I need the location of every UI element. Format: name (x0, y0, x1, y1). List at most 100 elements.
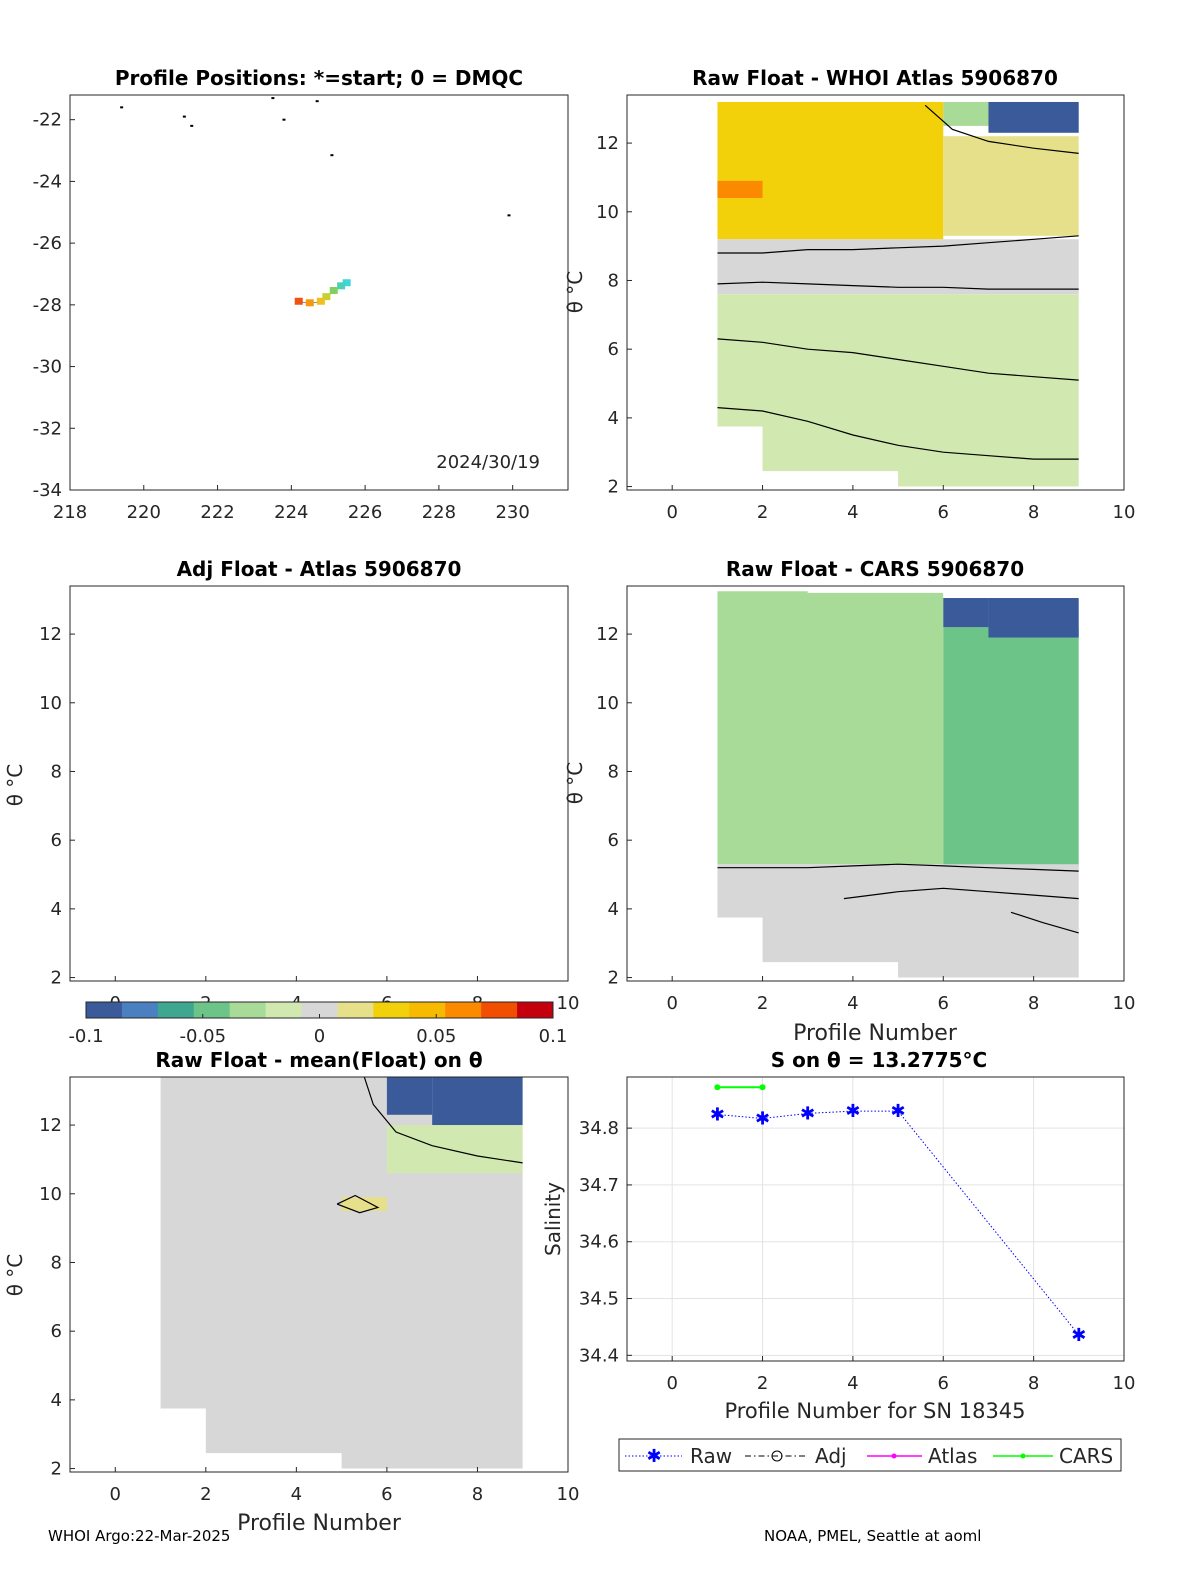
colorbar-segment (121, 1002, 159, 1018)
y-tick-label: -28 (33, 295, 62, 316)
y-tick-label: -30 (33, 357, 62, 378)
salinity-ticks: 0 2 4 6 8 10 34.4 34.5 34.6 34.7 34.8 (579, 1118, 1136, 1394)
whoi-ylabel: θ °C (563, 271, 587, 314)
y-tick-label: -32 (33, 418, 62, 439)
heatmap-band (717, 101, 944, 240)
heatmap-band (943, 598, 989, 628)
legend: ✱ Raw Adj Atlas CARS (618, 1438, 1122, 1472)
salinity-title: S on θ = 13.2775°C (771, 1048, 988, 1072)
x-tick-label: 218 (53, 502, 87, 523)
x-tick-label: 6 (938, 502, 949, 523)
footer-left: WHOI Argo:22-Mar-2025 (48, 1527, 231, 1545)
cars-axes-box (626, 585, 1125, 982)
contour-line (363, 1077, 523, 1164)
map-title: Profile Positions: *=start; 0 = DMQC (115, 66, 523, 90)
legend-adj-marker (771, 1450, 783, 1462)
colorbar-segment (517, 1002, 554, 1018)
y-tick-label: 6 (51, 830, 62, 851)
x-tick-label: 10 (557, 993, 580, 1014)
x-tick-label: 2 (200, 1484, 211, 1505)
x-tick-label: 8 (1028, 993, 1039, 1014)
salinity-plot-area: ✱ ✱ ✱ ✱ ✱ ✱ (710, 1084, 1086, 1346)
contour-line (717, 407, 1079, 460)
heatmap-band (717, 294, 1079, 487)
mean-ylabel: θ °C (3, 1254, 27, 1297)
heatmap-band (717, 239, 1079, 295)
y-tick-label: 8 (608, 761, 619, 782)
colorbar-segment (373, 1002, 410, 1018)
heatmap-band (717, 180, 763, 199)
salinity-xlabel: Profile Number for SN 18345 (724, 1399, 1025, 1423)
y-tick-label: -22 (33, 110, 62, 131)
colorbar-segment (481, 1002, 518, 1018)
x-tick-label: 0 (666, 993, 677, 1014)
raw-point: ✱ (891, 1101, 906, 1122)
x-tick-label: 230 (495, 502, 529, 523)
whoi-title: Raw Float - WHOI Atlas 5906870 (692, 66, 1058, 90)
colorbar-segment (265, 1002, 303, 1018)
colorbar-segment (337, 1002, 374, 1018)
y-tick-label: 8 (608, 270, 619, 291)
colorbar: -0.1 -0.05 0 0.05 0.1 (68, 1001, 567, 1047)
x-tick-label: 8 (472, 1484, 483, 1505)
x-tick-label: 4 (847, 1373, 858, 1394)
y-tick-label: 2 (51, 1459, 62, 1480)
x-tick-label: 224 (274, 502, 308, 523)
whoi-plot-area (717, 101, 1079, 487)
x-tick-label: 2 (757, 502, 768, 523)
series-raw-line (717, 1110, 1080, 1336)
raw-point: ✱ (1071, 1325, 1086, 1346)
y-tick-label: -26 (33, 233, 62, 254)
mean-ticks: 0 2 4 6 8 10 2 4 6 8 10 12 (39, 1115, 579, 1505)
adj-title: Adj Float - Atlas 5906870 (177, 557, 462, 581)
contour-line (717, 338, 1079, 381)
x-tick-label: 226 (348, 502, 382, 523)
y-tick-label: 6 (51, 1321, 62, 1342)
land-speck (330, 154, 334, 157)
x-tick-label: 4 (847, 502, 858, 523)
y-tick-label: 6 (608, 339, 619, 360)
x-tick-label: 10 (557, 1484, 580, 1505)
y-tick-label: 2 (608, 968, 619, 989)
profile-position-marker (305, 299, 314, 307)
legend-cars-label: CARS (1059, 1444, 1113, 1468)
land-speck (120, 106, 124, 109)
y-tick-label: 10 (39, 1184, 62, 1205)
y-tick-label: 8 (51, 1252, 62, 1273)
x-tick-label: 6 (938, 993, 949, 1014)
map-ticks: 218 220 222 224 226 228 230 -22 -24 -26 -28 -30 -32 -… (33, 110, 530, 523)
legend-adj-label: Adj (815, 1444, 847, 1468)
x-tick-label: 0 (110, 1484, 121, 1505)
x-tick-label: 10 (1113, 993, 1136, 1014)
heatmap-cells (717, 101, 1079, 487)
x-tick-label: 4 (847, 993, 858, 1014)
legend-atlas-marker (891, 1453, 897, 1459)
whoi-ticks: 0 2 4 6 8 10 2 4 6 8 10 12 (596, 133, 1135, 523)
mean-axes-box (69, 1076, 569, 1473)
x-tick-label: 10 (1113, 1373, 1136, 1394)
x-tick-label: 8 (1028, 1373, 1039, 1394)
cars-plot-area (717, 591, 1079, 978)
x-tick-label: 220 (127, 502, 161, 523)
heatmap-band (341, 1197, 387, 1211)
y-tick-label: 4 (51, 899, 62, 920)
y-tick-label: 34.7 (579, 1175, 619, 1196)
y-tick-label: -24 (33, 171, 62, 192)
y-tick-label: 10 (596, 693, 619, 714)
profile-position-marker (316, 297, 325, 305)
x-tick-label: 0 (666, 1373, 677, 1394)
land-speck (507, 214, 511, 217)
contour-line (843, 887, 1079, 900)
land-speck (182, 115, 186, 118)
map-date-label: 2024/30/19 (436, 452, 540, 473)
profile-position-marker (329, 286, 338, 294)
heatmap-band (386, 1077, 433, 1115)
colorbar-segment (229, 1002, 267, 1018)
land-speck (282, 118, 286, 121)
land-speck (190, 124, 194, 127)
y-tick-label: 12 (596, 624, 619, 645)
contour-line (1010, 911, 1079, 934)
legend-raw-label: Raw (690, 1444, 732, 1468)
x-tick-label: 10 (1113, 502, 1136, 523)
